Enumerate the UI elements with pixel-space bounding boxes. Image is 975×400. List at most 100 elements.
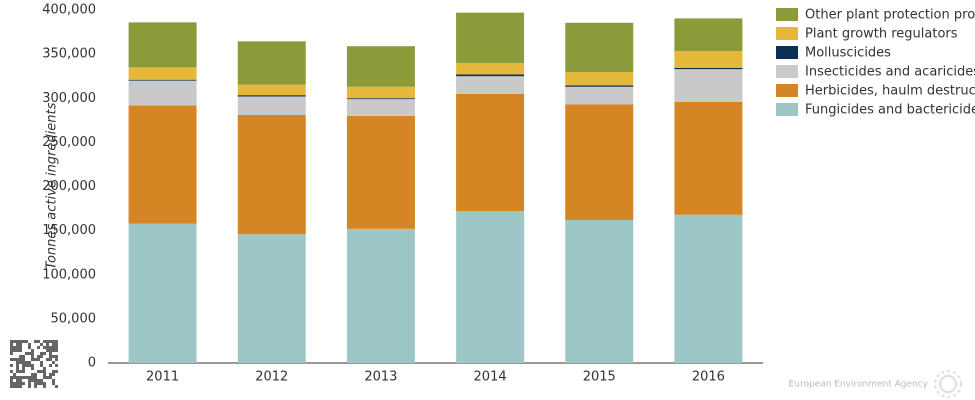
qr-cell xyxy=(28,382,31,385)
bar-segment xyxy=(237,96,306,116)
x-tick-label: 2012 xyxy=(255,370,288,385)
x-tick-label: 2011 xyxy=(146,370,179,385)
qr-cell xyxy=(49,340,52,343)
qr-cell xyxy=(31,379,34,382)
bar-segment xyxy=(128,22,197,68)
qr-cell xyxy=(37,358,40,361)
bar-segment xyxy=(346,228,415,363)
qr-cell xyxy=(19,385,22,388)
qr-cell xyxy=(16,349,19,352)
bar-segment xyxy=(674,18,743,52)
qr-cell xyxy=(49,364,52,367)
bar-segment xyxy=(565,86,634,105)
qr-cell xyxy=(19,343,22,346)
qr-cell xyxy=(52,373,55,376)
bar-segment xyxy=(346,99,415,116)
qr-cell xyxy=(49,349,52,352)
y-tick-label: 50,000 xyxy=(51,311,97,326)
qr-cell xyxy=(13,385,16,388)
qr-cell xyxy=(22,370,25,373)
qr-cell xyxy=(34,340,37,343)
qr-cell xyxy=(10,370,13,373)
x-tick-label: 2016 xyxy=(692,370,725,385)
qr-cell xyxy=(31,358,34,361)
qr-cell xyxy=(43,346,46,349)
source: European Environment Agency xyxy=(789,380,929,390)
bar-segment xyxy=(237,95,306,97)
qr-cell xyxy=(34,379,37,382)
qr-cell xyxy=(25,376,28,379)
qr-cell xyxy=(28,352,31,355)
qr-cell xyxy=(13,382,16,385)
qr-cell xyxy=(19,355,22,358)
bar-segment xyxy=(346,98,415,100)
qr-cell xyxy=(55,370,58,373)
qr-cell xyxy=(28,346,31,349)
qr-cell xyxy=(43,367,46,370)
bar-segment xyxy=(674,51,743,68)
qr-cell xyxy=(31,373,34,376)
legend-swatch xyxy=(776,27,798,40)
qr-cell xyxy=(10,352,13,355)
bar-segment xyxy=(565,220,634,363)
qr-cell xyxy=(55,340,58,343)
legend-label: Other plant protection products xyxy=(805,8,975,23)
qr-cell xyxy=(55,355,58,358)
qr-cell xyxy=(19,370,22,373)
qr-cell xyxy=(55,364,58,367)
qr-cell xyxy=(52,355,55,358)
bar-segment xyxy=(237,115,306,235)
legend-swatch xyxy=(776,84,798,97)
y-tick-label: 400,000 xyxy=(42,3,96,18)
qr-cell xyxy=(19,340,22,343)
qr-cell xyxy=(52,340,55,343)
qr-cell xyxy=(43,373,46,376)
bar-segment xyxy=(237,84,306,96)
qr-cell xyxy=(16,340,19,343)
qr-cell xyxy=(22,340,25,343)
legend-label: Insecticides and acaricides xyxy=(805,65,975,80)
qr-cell xyxy=(40,379,43,382)
qr-cell xyxy=(19,361,22,364)
bar-segment xyxy=(565,85,634,87)
qr-cell xyxy=(55,358,58,361)
qr-cell xyxy=(19,346,22,349)
y-tick-label: 350,000 xyxy=(42,47,96,62)
qr-cell xyxy=(34,385,37,388)
qr-cell xyxy=(22,382,25,385)
bar-segment xyxy=(346,115,415,229)
y-tick-label: 150,000 xyxy=(42,223,96,238)
qr-cell xyxy=(31,352,34,355)
qr-cell xyxy=(43,382,46,385)
legend-swatch xyxy=(776,8,798,21)
qr-cell xyxy=(13,340,16,343)
qr-cell xyxy=(22,358,25,361)
qr-cell xyxy=(49,355,52,358)
qr-cell xyxy=(10,379,13,382)
qr-cell xyxy=(16,361,19,364)
qr-cell xyxy=(43,385,46,388)
qr-cell xyxy=(25,340,28,343)
qr-cell xyxy=(19,358,22,361)
qr-cell xyxy=(16,367,19,370)
qr-cell xyxy=(13,349,16,352)
legend-swatch xyxy=(776,65,798,78)
qr-cell xyxy=(40,355,43,358)
qr-cell xyxy=(34,373,37,376)
qr-cell xyxy=(49,358,52,361)
qr-cell xyxy=(19,376,22,379)
qr-cell xyxy=(52,349,55,352)
qr-cell xyxy=(37,346,40,349)
bar-segment xyxy=(565,104,634,221)
qr-cell xyxy=(40,343,43,346)
y-tick-label: 0 xyxy=(88,356,96,371)
qr-cell xyxy=(28,361,31,364)
logo xyxy=(934,370,962,398)
qr-cell xyxy=(10,358,13,361)
qr-cell xyxy=(22,364,25,367)
qr-cell xyxy=(52,379,55,382)
qr-cell xyxy=(52,346,55,349)
qr-cell xyxy=(55,385,58,388)
y-tick-label: 300,000 xyxy=(42,91,96,106)
